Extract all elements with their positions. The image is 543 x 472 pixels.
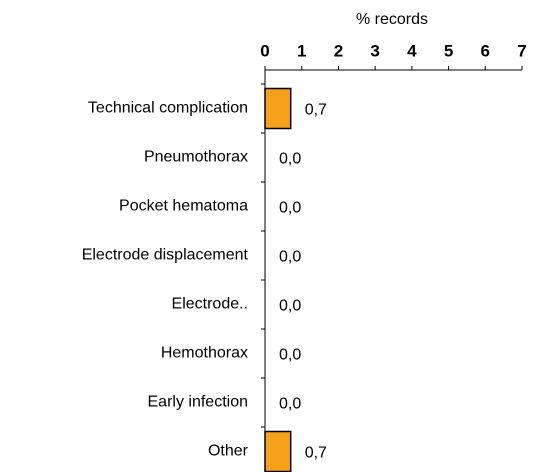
value-label: 0,0 xyxy=(279,396,301,413)
y-tick-label: Early infection xyxy=(148,394,249,411)
value-label: 0,0 xyxy=(279,347,301,364)
bar xyxy=(264,430,292,472)
y-tick-label: Electrode displacement xyxy=(82,247,249,264)
x-tick-label: 4 xyxy=(407,41,417,60)
y-tick-label: Hemothorax xyxy=(161,345,248,362)
x-tick-label: 6 xyxy=(481,41,490,60)
x-tick-label: 7 xyxy=(517,41,526,60)
x-tick-label: 0 xyxy=(260,41,269,60)
x-tick-label: 3 xyxy=(370,41,379,60)
y-tick-label: Technical complication xyxy=(88,100,248,117)
value-label: 0,0 xyxy=(279,200,301,217)
x-tick-label: 2 xyxy=(334,41,343,60)
value-label: 0,0 xyxy=(279,151,301,168)
value-label: 0,0 xyxy=(279,298,301,315)
x-axis-label: % records xyxy=(356,11,428,28)
value-label: 0,7 xyxy=(305,102,327,119)
x-tick-label: 1 xyxy=(297,41,306,60)
value-label: 0,0 xyxy=(279,249,301,266)
y-tick-label: Pneumothorax xyxy=(144,149,248,166)
y-tick-label: Other xyxy=(208,443,249,460)
x-tick-label: 5 xyxy=(444,41,453,60)
bar xyxy=(264,87,292,130)
y-tick-label: Electrode.. xyxy=(172,296,248,313)
y-tick-label: Pocket hematoma xyxy=(119,198,248,215)
value-label: 0,7 xyxy=(305,445,327,462)
